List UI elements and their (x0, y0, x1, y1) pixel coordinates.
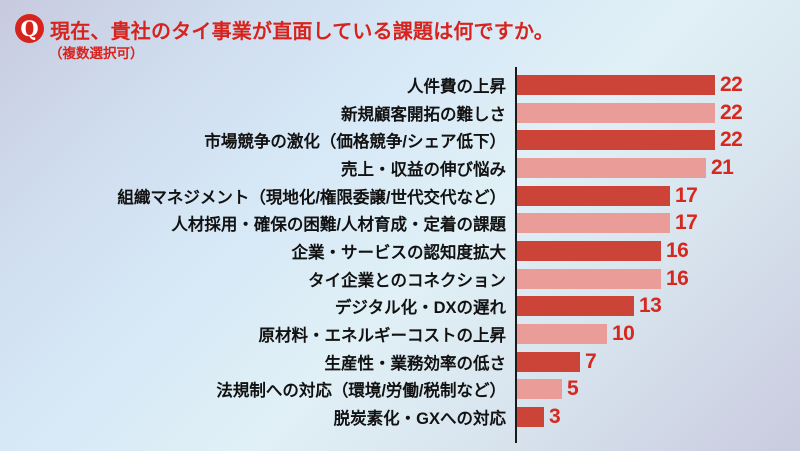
bar (517, 157, 706, 178)
bar (517, 102, 715, 123)
bar (517, 351, 580, 372)
bar-zone: 3 (515, 403, 800, 431)
bar-zone: 17 (515, 209, 800, 237)
chart-row: 生産性・業務効率の低さ 7 (0, 348, 800, 376)
bar-zone: 22 (515, 126, 800, 154)
page-title: 現在、貴社のタイ事業が直面している課題は何ですか。 (50, 21, 554, 43)
chart-row: 市場競争の激化（価格競争/シェア低下） 22 (0, 126, 800, 154)
bar-label: 人材採用・確保の困難/人材育成・定着の課題 (171, 216, 506, 235)
chart-row: 組織マネジメント（現地化/権限委譲/世代交代など） 17 (0, 182, 800, 210)
bar-value: 7 (585, 349, 597, 373)
bar-label: デジタル化・DXの遅れ (334, 299, 506, 318)
bar-zone: 21 (515, 154, 800, 182)
chart-row: デジタル化・DXの遅れ 13 (0, 293, 800, 321)
bar (517, 240, 661, 261)
chart-row: 新規顧客開拓の難しさ 22 (0, 99, 800, 127)
bar (517, 268, 661, 289)
chart-rows: 人件費の上昇 22 新規顧客開拓の難しさ 22 市場競争の激化（価格競争/シェア… (0, 71, 800, 431)
chart-row: 売上・収益の伸び悩み 21 (0, 154, 800, 182)
bar-zone: 17 (515, 182, 800, 210)
bar-value: 17 (675, 183, 698, 207)
bar-value: 16 (666, 238, 689, 262)
bar-value: 22 (720, 128, 743, 152)
bar (517, 407, 544, 428)
bar-zone: 16 (515, 237, 800, 265)
bar-value: 10 (612, 322, 635, 346)
bar-label: 法規制への対応（環境/労働/税制など） (216, 382, 506, 401)
bar-value: 13 (639, 294, 662, 318)
bar-value: 5 (567, 377, 579, 401)
bar (517, 130, 715, 151)
bar-chart: 人件費の上昇 22 新規顧客開拓の難しさ 22 市場競争の激化（価格競争/シェア… (0, 71, 800, 431)
y-axis-line (515, 67, 517, 443)
bar-zone: 5 (515, 376, 800, 404)
bar-label: 新規顧客開拓の難しさ (341, 105, 506, 124)
page-subtitle: （複数選択可） (49, 46, 144, 61)
bar-value: 21 (711, 155, 734, 179)
bar-label: 市場競争の激化（価格競争/シェア低下） (204, 133, 506, 152)
bar-label: 脱炭素化・GXへの対応 (333, 410, 506, 429)
bar-zone: 16 (515, 265, 800, 293)
chart-row: 人件費の上昇 22 (0, 71, 800, 99)
bar (517, 379, 562, 400)
bar (517, 185, 670, 206)
bar-value: 22 (720, 100, 743, 124)
bar-label: 組織マネジメント（現地化/権限委譲/世代交代など） (117, 188, 506, 207)
chart-row: 法規制への対応（環境/労働/税制など） 5 (0, 376, 800, 404)
bar-label: 生産性・業務効率の低さ (324, 354, 507, 373)
bar (517, 296, 634, 317)
bar-zone: 22 (515, 99, 800, 127)
bar-label: 企業・サービスの認知度拡大 (291, 243, 507, 262)
bar (517, 213, 670, 234)
bar-zone: 13 (515, 293, 800, 321)
chart-row: 企業・サービスの認知度拡大 16 (0, 237, 800, 265)
bar-zone: 7 (515, 348, 800, 376)
chart-row: 原材料・エネルギーコストの上昇 10 (0, 320, 800, 348)
chart-row: タイ企業とのコネクション 16 (0, 265, 800, 293)
bar-label: 人件費の上昇 (407, 77, 506, 96)
chart-row: 人材採用・確保の困難/人材育成・定着の課題 17 (0, 209, 800, 237)
question-badge-icon: Q (15, 14, 44, 43)
bar-value: 3 (549, 405, 561, 429)
bar (517, 324, 607, 345)
chart-row: 脱炭素化・GXへの対応 3 (0, 403, 800, 431)
bar-value: 22 (720, 72, 743, 96)
bar-zone: 22 (515, 71, 800, 99)
bar-value: 16 (666, 266, 689, 290)
bar-value: 17 (675, 211, 698, 235)
bar-label: 原材料・エネルギーコストの上昇 (258, 327, 507, 346)
bar-zone: 10 (515, 320, 800, 348)
bar (517, 74, 715, 95)
bar-label: 売上・収益の伸び悩み (341, 160, 506, 179)
bar-label: タイ企業とのコネクション (308, 271, 506, 290)
